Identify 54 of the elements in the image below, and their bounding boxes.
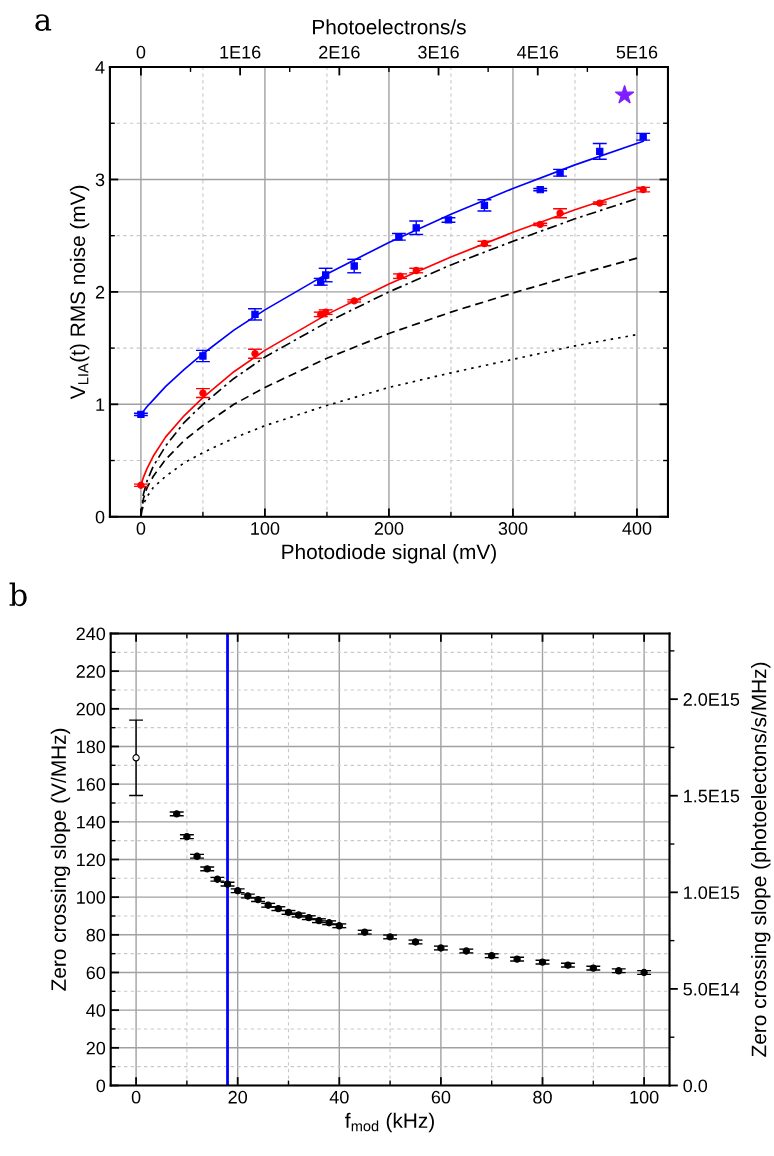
y-tick-label: 4: [95, 61, 105, 74]
y-tick-label: 2: [95, 285, 105, 299]
point: [596, 147, 604, 156]
y-tick-label: 240: [76, 627, 106, 641]
x-tick-label: 20: [228, 1090, 248, 1104]
y-tick-label: 140: [77, 815, 106, 829]
x-tick-label: 300: [498, 522, 528, 535]
y-tick-label: 0: [96, 1079, 106, 1093]
y2-tick-label: 2.0E15: [683, 693, 740, 706]
y-tick-label: 160: [77, 778, 106, 791]
point: [350, 262, 358, 270]
y-tick-label: 220: [76, 665, 106, 678]
y-tick-label: 100: [77, 891, 106, 904]
y-tick-label: 60: [86, 966, 106, 980]
x-tick-label: 40: [329, 1090, 349, 1104]
point: [412, 224, 420, 232]
y2-tick-label: 5.0E14: [683, 982, 740, 996]
x-tick-label: 100: [630, 1090, 659, 1104]
y-tick-label: 200: [76, 702, 106, 716]
x2-tick-label: 5E16: [616, 45, 658, 59]
y2-axis-title: Zero crossing slope (photoelectons/s/MHz): [751, 662, 771, 1057]
y-tick-label: 1: [96, 398, 105, 411]
x-tick-label: 100: [251, 522, 280, 535]
x2-tick-label: 4E16: [517, 45, 559, 59]
y-axis-title: V$_{LIA}$(t) RMS noise (mV): [69, 185, 90, 400]
x-tick-label: 0: [131, 1090, 141, 1104]
point: [132, 754, 140, 762]
x-tick-label: 80: [533, 1090, 552, 1104]
x-tick-label: 60: [431, 1090, 451, 1104]
y-tick-label: 0: [95, 510, 105, 524]
x-tick-label: 0: [136, 522, 146, 535]
x-tick-label: 200: [374, 522, 404, 535]
y-tick-label: 120: [77, 853, 106, 867]
x-axis-title: Photodiode signal (mV): [282, 543, 496, 564]
x2-tick-label: 1E16: [220, 45, 261, 59]
y2-tick-label: 0.0: [683, 1079, 708, 1093]
y-tick-label: 80: [86, 928, 106, 942]
y-tick-label: 180: [77, 740, 106, 754]
x2-tick-label: 0: [136, 45, 146, 59]
y2-tick-label: 1.5E15: [684, 789, 740, 803]
text: b: [9, 582, 27, 607]
x2-tick-label: 2E16: [319, 45, 360, 59]
y-tick-label: 3: [95, 173, 105, 187]
y-tick-label: 20: [86, 1041, 106, 1055]
x-axis-title: f$_{mod}$ (kHz): [345, 1112, 434, 1133]
x2-tick-label: 3E16: [418, 45, 459, 59]
x-tick-label: 400: [622, 522, 652, 535]
point: [614, 84, 635, 104]
y2-tick-label: 1.0E15: [684, 886, 740, 900]
point: [322, 271, 330, 279]
y-axis-title: Zero crossing slope (V/MHz): [50, 728, 71, 991]
x2-axis-title: Photoelectrons/s: [313, 19, 466, 35]
y-tick-label: 40: [86, 1004, 106, 1017]
text: a: [35, 14, 52, 31]
